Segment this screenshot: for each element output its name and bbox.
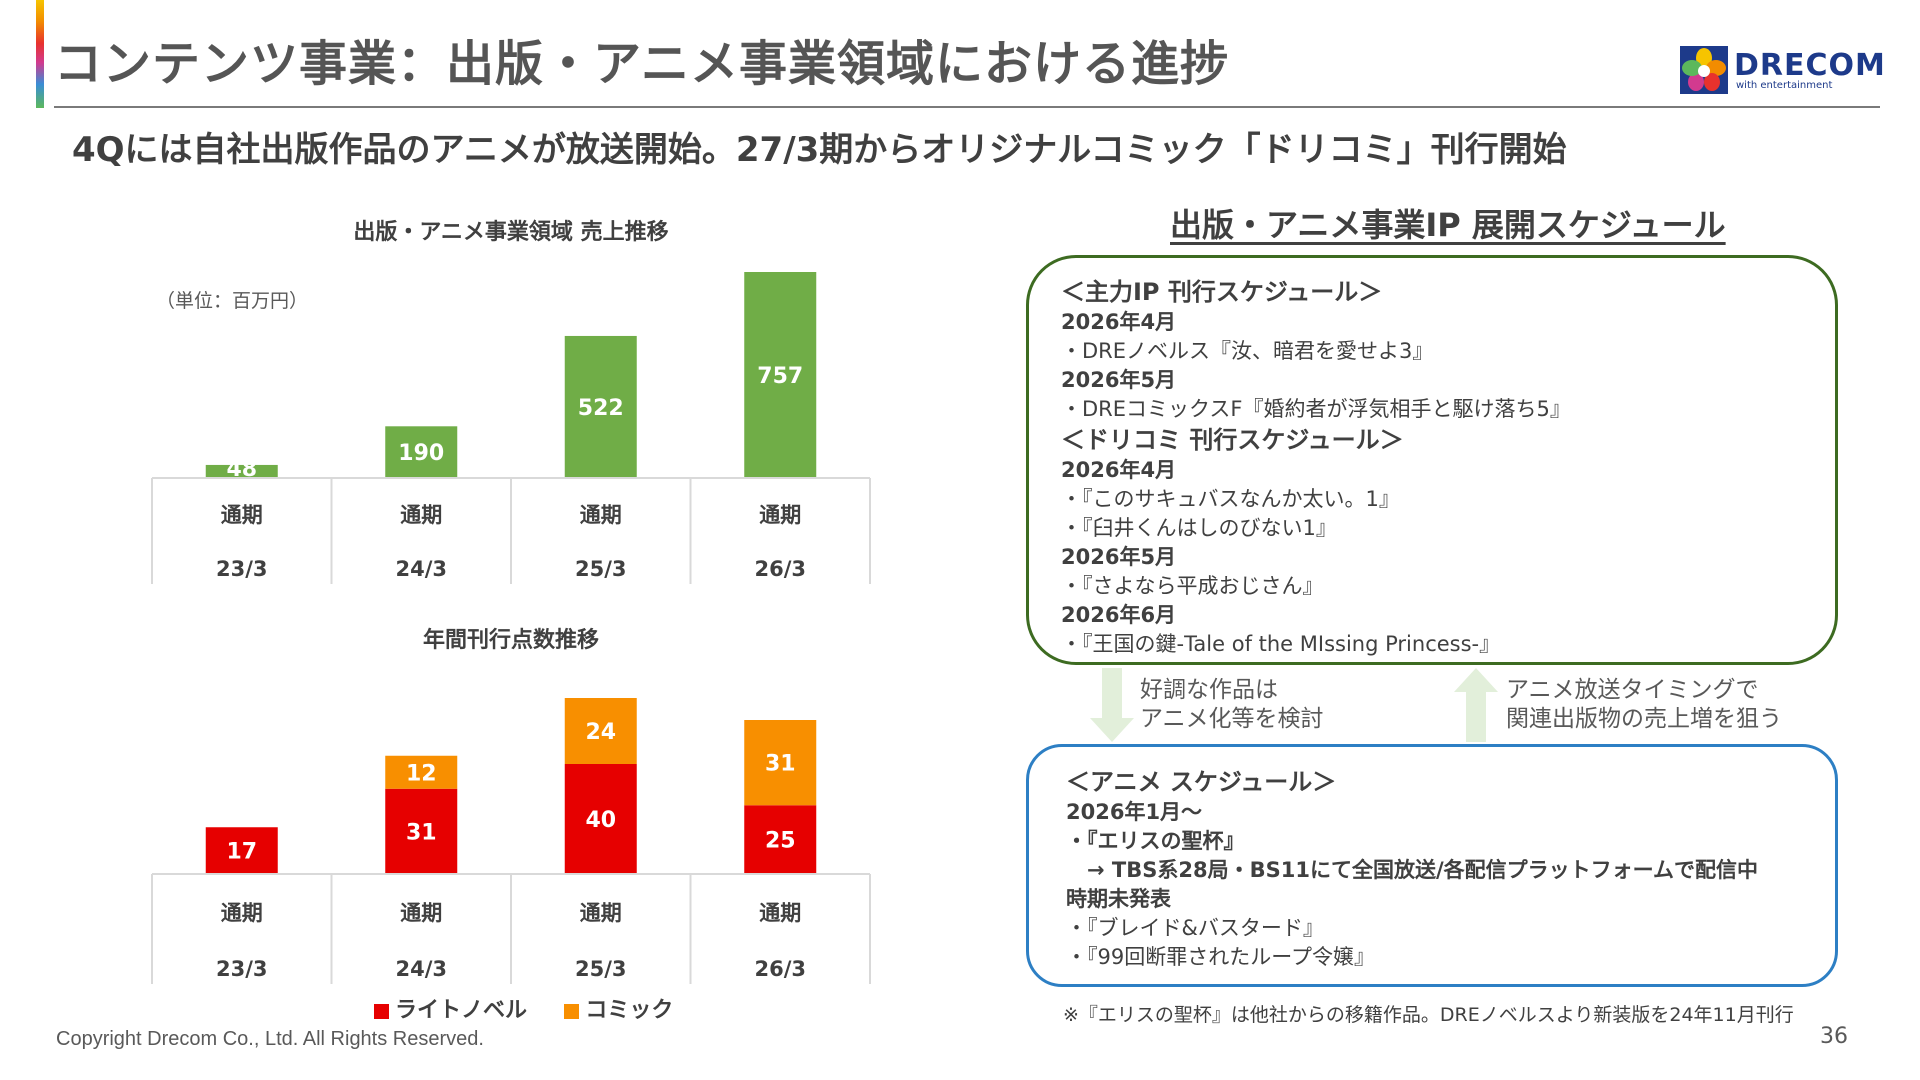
sales-tick-label-period: 通期: [221, 503, 263, 527]
arrow-down-note: 好調な作品は アニメ化等を検討: [1140, 676, 1324, 734]
main-ip-heading: ＜主力IP 刊行スケジュール＞: [1061, 278, 1383, 306]
logo-brand-text: DRECOM: [1734, 48, 1886, 83]
sales-tick-label-year: 25/3: [575, 557, 627, 581]
main-ip-line: 2026年5月: [1061, 368, 1177, 392]
sales-chart-unit: （単位：百万円）: [156, 290, 309, 312]
flower-logo-icon: [1680, 46, 1728, 94]
sales-bar: [205, 464, 278, 478]
sales-bar: [564, 335, 637, 478]
sales-tick-label-period: 通期: [580, 503, 622, 527]
dricomi-line: ・『さよなら平成おじさん』: [1061, 574, 1324, 598]
sales-tick-label-period: 通期: [759, 503, 801, 527]
sales-tick-label-period: 通期: [400, 503, 442, 527]
sales-chart-title: 出版・アニメ事業領域 売上推移: [353, 220, 669, 245]
dricomi-line: 2026年4月: [1061, 458, 1177, 482]
dricomi-line: ・『このサキュバスなんか太い。1』: [1061, 487, 1400, 511]
sales-data-label: 522: [578, 396, 624, 421]
arrow-up-icon: [1454, 668, 1498, 742]
publications-chart-title: 年間刊行点数推移: [422, 628, 599, 653]
anime-line: ・『ブレイド&バスタード』: [1066, 916, 1324, 940]
sales-data-label: 757: [757, 364, 803, 389]
dricomi-heading: ＜ドリコミ 刊行スケジュール＞: [1061, 426, 1404, 454]
anime-line: ・『エリスの聖杯』: [1066, 829, 1245, 853]
arrow-down-note-line1: 好調な作品は: [1140, 677, 1278, 703]
anime-line: ・『99回断罪されたループ令嬢』: [1066, 945, 1375, 969]
legend-swatch-comic: [564, 1003, 580, 1019]
publishing-schedule-box: [1026, 255, 1838, 665]
arrow-up-note-line2: 関連出版物の売上増を狙う: [1506, 706, 1782, 732]
sales-tick-label-year: 26/3: [754, 557, 806, 581]
page-subtitle: 4Qには自社出版作品のアニメが放送開始。27/3期からオリジナルコミック「ドリコ…: [72, 130, 1567, 170]
legend-label-comic: コミック: [585, 998, 674, 1023]
sales-data-label: 190: [398, 441, 444, 466]
sales-bar: [385, 426, 458, 478]
page-title: コンテンツ事業：出版・アニメ事業領域における進捗: [54, 36, 1230, 92]
arrow-down-icon: [1090, 668, 1134, 742]
drecom-logo: DRECOM with entertainment: [1680, 46, 1885, 94]
title-accent-bar: [36, 0, 44, 108]
arrow-up-note-line1: アニメ放送タイミングで: [1506, 677, 1759, 703]
anime-line: 時期未発表: [1066, 887, 1171, 911]
sales-bar: [744, 272, 817, 478]
arrow-up-note: アニメ放送タイミングで 関連出版物の売上増を狙う: [1506, 676, 1782, 734]
publications-legend: ライトノベル コミック: [374, 992, 673, 1024]
footnote: ※『エリスの聖杯』は他社からの移籍作品。DREノベルスより新装版を24年11月刊…: [1063, 1004, 1794, 1026]
dricomi-line: ・『王国の鍵-Tale of the MIssing Princess-』: [1061, 632, 1501, 656]
main-ip-line: ・DREコミックスF『婚約者が浮気相手と駆け落ち5』: [1061, 397, 1571, 421]
dricomi-line: 2026年5月: [1061, 545, 1177, 569]
anime-line: → TBS系28局・BS11にて全国放送/各配信プラットフォームで配信中: [1066, 858, 1758, 882]
arrow-down-note-line2: アニメ化等を検討: [1140, 706, 1324, 732]
logo-tagline: with entertainment: [1736, 80, 1833, 91]
anime-schedule-box: [1026, 744, 1838, 987]
page-number: 36: [1820, 1024, 1848, 1049]
legend-swatch-light-novel: [374, 1003, 389, 1019]
schedule-title: 出版・アニメ事業IP 展開スケジュール: [1170, 206, 1726, 244]
legend-label-light-novel: ライトノベル: [395, 998, 528, 1023]
sales-tick-label-year: 23/3: [216, 557, 268, 581]
dricomi-line: ・『臼井くんはしのびない1』: [1061, 516, 1337, 540]
anime-line: 2026年1月～: [1066, 800, 1203, 824]
title-divider: [54, 106, 1880, 108]
copyright: Copyright Drecom Co., Ltd. All Rights Re…: [56, 1028, 484, 1050]
anime-heading: ＜アニメ スケジュール＞: [1066, 768, 1337, 796]
main-ip-line: ・DREノベルス『汝、暗君を愛せよ3』: [1061, 339, 1434, 363]
dricomi-line: 2026年6月: [1061, 603, 1177, 627]
main-ip-line: 2026年4月: [1061, 310, 1177, 334]
sales-tick-label-year: 24/3: [395, 557, 447, 581]
